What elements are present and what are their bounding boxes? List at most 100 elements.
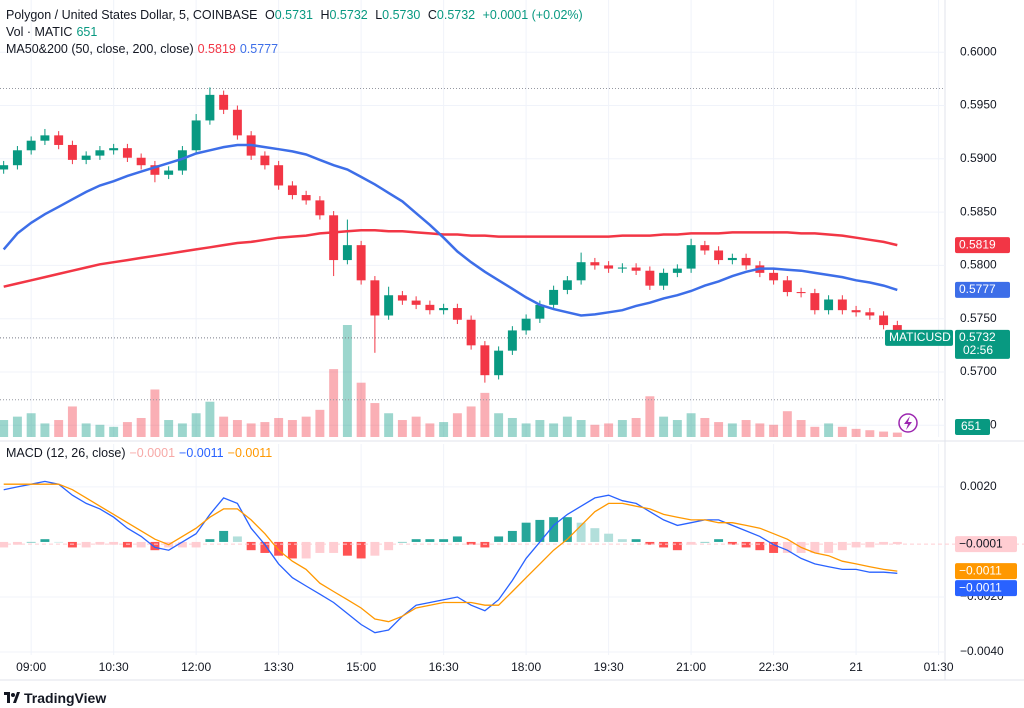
volume-bar [714,422,724,437]
candle-body [672,268,682,273]
candle-body [315,200,325,216]
histogram-bar [301,541,311,559]
axis-badge-label: −0.0001 [959,536,1003,550]
volume-bar [824,423,834,437]
candle-body [0,165,9,170]
ohlc-value: 0.5732 [436,8,476,22]
volume-bar [246,423,256,437]
volume-bar [0,420,9,437]
histogram-bar [177,541,187,548]
histogram-bar [549,517,559,542]
histogram-bar [329,541,339,553]
x-tick-label: 21:00 [676,660,706,674]
volume-bar [122,422,132,437]
histogram-bar [824,541,834,553]
histogram-bar [370,541,380,556]
histogram-bar [851,541,861,548]
candle-body [824,299,834,311]
axis-badge [955,563,1017,580]
candle-body [837,299,847,311]
y-tick-label: 0.5700 [960,364,997,378]
volume-bar [191,413,201,437]
y-tick-label: 0.5750 [960,311,997,325]
volume-bar [741,420,751,437]
volume-bar [219,416,229,437]
footer: TradingView [4,690,106,706]
ma200-value: 0.5819 [197,42,236,56]
volume-bar [40,423,50,437]
volume-bar [54,420,64,437]
x-tick-label: 13:30 [264,660,294,674]
volume-bar [452,413,462,437]
volume-bar [287,420,297,437]
histogram-bar [12,541,22,545]
histogram-bar [645,541,655,545]
candle-body [301,195,311,201]
volume-bar [549,423,559,437]
histogram-bar [452,536,462,542]
macd-legend: MACD (12, 26, close) −0.0001 −0.0011 −0.001… [6,446,276,460]
candle-body [109,148,119,151]
volume-bar [494,413,504,437]
signal-value: −0.0011 [227,446,273,460]
candle-body [384,295,394,316]
hist-value: −0.0001 [129,446,176,460]
volume-bar [260,422,270,437]
volume-bar [631,417,641,437]
candle-body [521,318,531,331]
candle-body [122,148,132,158]
volume-bar [480,392,490,437]
volume-bar [727,423,737,437]
ma-title: MA50&200 (50, close, 200, close) [6,42,194,56]
volume-bar [150,389,160,437]
price-badge [955,329,1010,359]
ohlc-value: 0.5730 [382,8,421,22]
x-tick-label: 19:30 [594,660,624,674]
symbol-badge [885,329,953,346]
candle-body [150,165,160,175]
volume-bar [177,423,187,437]
change: +0.0001 (+0.02%) [482,8,583,22]
axis-badge-label: −0.0011 [959,580,1002,594]
volume-bar [700,417,710,437]
volume-bar [439,422,449,437]
candle-body [26,140,36,151]
histogram-bar [425,539,435,542]
histogram-bar [466,541,476,545]
volume-bar [274,417,284,437]
candle-body [177,150,187,171]
volume-bar [590,424,600,437]
candle-body [851,310,861,313]
x-tick-label: 10:30 [99,660,129,674]
volume-bar [67,406,77,437]
candle-body [576,262,586,281]
x-tick-label: 21 [849,660,863,674]
symbol-legend: Polygon / United States Dollar, 5, COINB… [6,8,587,22]
candle-body [370,280,380,316]
histogram-bar [150,541,160,551]
histogram-bar [439,539,449,542]
histogram-bar [54,541,64,543]
ohlc-key: C [427,8,437,22]
volume-bar [232,420,242,437]
histogram-bar [342,541,352,556]
y-tick-label: −0.0040 [960,644,1004,658]
histogram-bar [480,541,490,548]
candle-body [645,270,655,286]
candle-body [205,94,215,121]
volume-bar [810,426,820,437]
alert-icon [898,413,918,433]
x-tick-label: 18:00 [511,660,541,674]
volume-bar [95,424,105,437]
candle-body [287,185,297,196]
candle-body [494,350,504,376]
histogram-bar [727,541,737,545]
candle-body [604,265,614,269]
volume-legend: Vol · MATIC 651 [6,25,101,39]
volume-bar [879,431,889,437]
candle-body [796,292,806,294]
volume-bar [164,420,174,437]
histogram-bar [507,530,517,542]
candle-body [439,308,449,311]
